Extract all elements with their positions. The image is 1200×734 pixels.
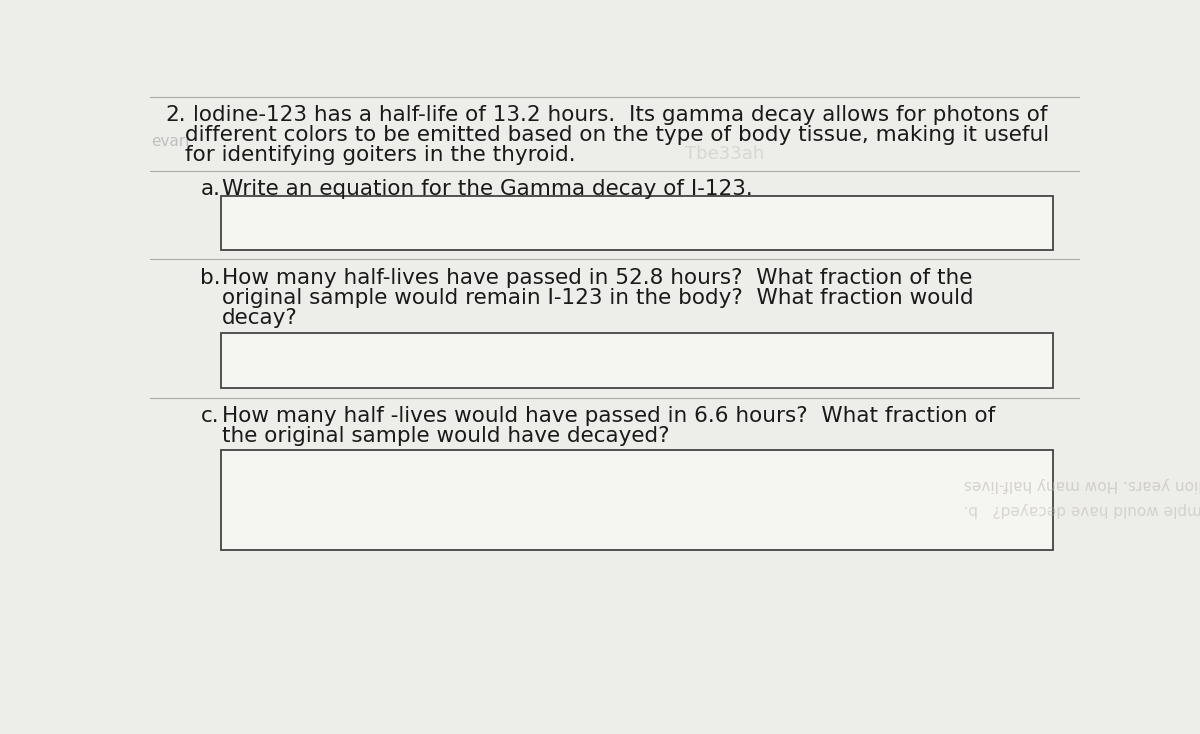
Text: 2.: 2.	[166, 105, 186, 125]
Bar	[221, 196, 1052, 250]
Text: different colors to be emitted based on the type of body tissue, making it usefu: different colors to be emitted based on …	[185, 125, 1049, 145]
Text: lodine-123 has a half-life of 13.2 hours.  Its gamma decay allows for photons of: lodine-123 has a half-life of 13.2 hours…	[193, 105, 1048, 125]
Text: A. K-40 has a half-life of 1.3 billion years. How many half-lives: A. K-40 has a half-life of 1.3 billion y…	[964, 477, 1200, 492]
Text: for identifying goiters in the thyroid.: for identifying goiters in the thyroid.	[185, 145, 576, 165]
Text: the original sample would have decayed?: the original sample would have decayed?	[222, 426, 670, 446]
Text: a.: a.	[200, 179, 221, 199]
Text: Tbe33ah: Tbe33ah	[685, 145, 764, 163]
Text: c.: c.	[200, 406, 220, 426]
Text: decay?: decay?	[222, 308, 298, 328]
Text: evarl: evarl	[151, 134, 190, 149]
Text: How many half -lives would have passed in 6.6 hours?  What fraction of: How many half -lives would have passed i…	[222, 406, 995, 426]
Bar	[221, 333, 1052, 388]
Text: How many half-lives have passed in 52.8 hours?  What fraction of the: How many half-lives have passed in 52.8 …	[222, 268, 972, 288]
Text: original sample would remain I-123 in the body?  What fraction would: original sample would remain I-123 in th…	[222, 288, 973, 308]
Text: Write an equation for the Gamma decay of I-123.: Write an equation for the Gamma decay of…	[222, 179, 752, 199]
Bar	[221, 450, 1052, 550]
Text: b.: b.	[200, 268, 221, 288]
Text: A.  Write an equation for the decay for the original sample would have decayed? : A. Write an equation for the decay for t…	[964, 502, 1200, 517]
